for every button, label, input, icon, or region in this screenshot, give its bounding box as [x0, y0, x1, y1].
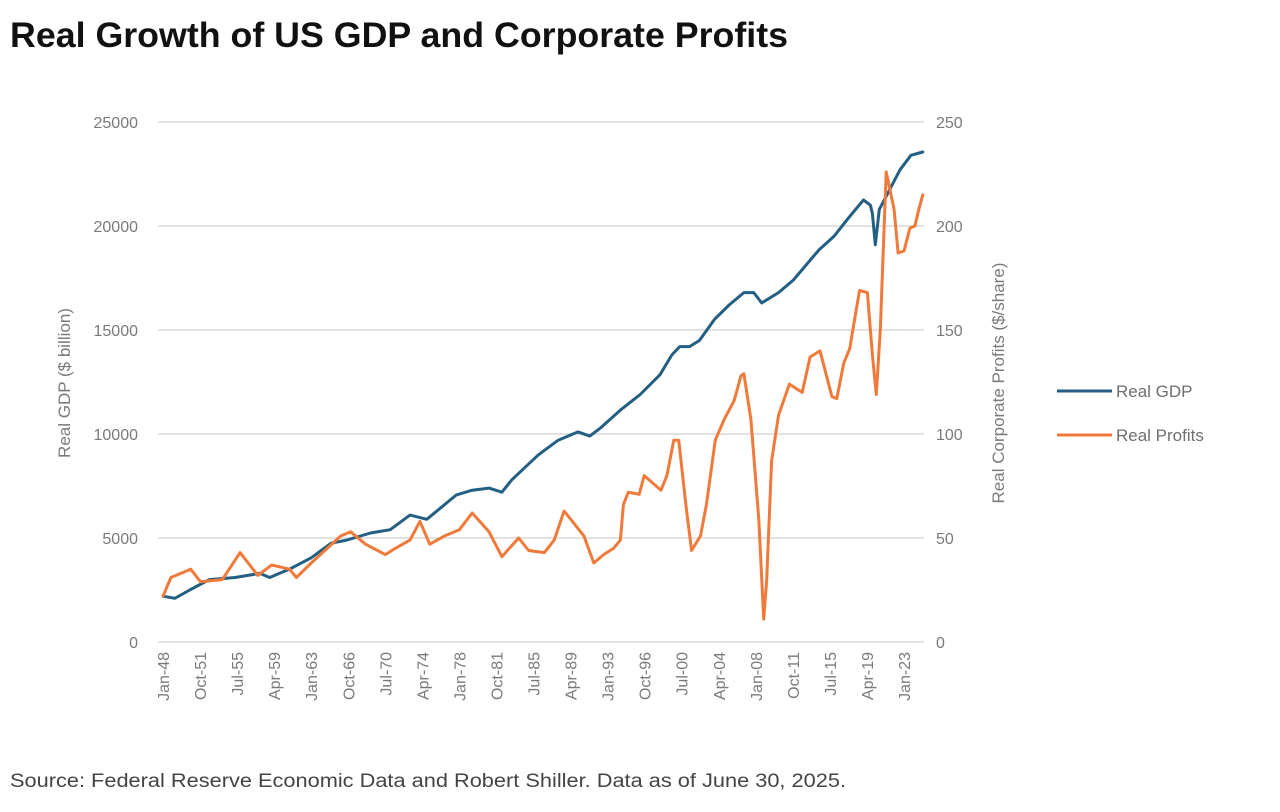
x-tick-label: Jan-08 [749, 652, 766, 701]
x-tick-label: Apr-74 [415, 652, 432, 700]
x-tick-label: Apr-19 [860, 652, 877, 700]
x-tick-label: Jul-85 [527, 652, 544, 696]
left-axis-ticks: 0 5000 10000 15000 20000 25000 [94, 115, 139, 652]
right-axis-title: Real Corporate Profits ($/share) [989, 263, 1008, 504]
legend-label-real-profits: Real Profits [1116, 426, 1204, 445]
left-y-tick-label: 0 [129, 635, 138, 652]
legend: Real GDP Real Profits [1057, 382, 1204, 445]
right-axis-ticks: 0 50 100 150 200 250 [936, 115, 963, 652]
left-y-tick-label: 10000 [94, 427, 139, 444]
x-tick-label: Oct-81 [489, 652, 506, 700]
x-tick-label: Oct-66 [341, 652, 358, 700]
series-line-real-profits [161, 170, 925, 621]
right-y-tick-label: 150 [936, 323, 963, 340]
x-axis-ticks: Jan-48 Oct-51 Jul-55 Apr-59 Jan-63 Oct-66 Jul-… [156, 652, 914, 701]
x-tick-label: Jan-63 [304, 652, 321, 701]
source-note: Source: Federal Reserve Economic Data an… [10, 771, 846, 792]
right-y-tick-label: 0 [936, 635, 945, 652]
series-lines [161, 150, 925, 621]
right-y-tick-label: 250 [936, 115, 963, 132]
x-tick-label: Oct-51 [193, 652, 210, 700]
x-tick-label: Oct-11 [786, 652, 803, 699]
left-y-tick-label: 25000 [94, 115, 139, 132]
x-tick-label: Jan-93 [601, 652, 618, 701]
x-tick-label: Jan-48 [156, 652, 173, 701]
x-tick-label: Jan-23 [897, 652, 914, 701]
x-tick-label: Jul-55 [230, 652, 247, 696]
right-y-tick-label: 200 [936, 219, 963, 236]
right-y-tick-label: 100 [936, 427, 963, 444]
left-y-tick-label: 20000 [94, 219, 139, 236]
legend-label-real-gdp: Real GDP [1116, 382, 1193, 401]
series-line-real-gdp [161, 150, 925, 600]
x-tick-label: Apr-89 [564, 652, 581, 700]
right-y-tick-label: 50 [936, 531, 954, 548]
left-y-tick-label: 5000 [102, 531, 138, 548]
gridlines [158, 121, 924, 643]
x-tick-label: Jul-15 [823, 652, 840, 696]
x-tick-label: Jan-78 [452, 652, 469, 701]
left-axis-title: Real GDP ($ billion) [55, 308, 74, 458]
x-tick-label: Jul-70 [378, 652, 395, 696]
left-y-tick-label: 15000 [94, 323, 139, 340]
chart-title: Real Growth of US GDP and Corporate Prof… [10, 16, 788, 55]
x-tick-label: Apr-04 [712, 652, 729, 700]
x-tick-label: Oct-96 [638, 652, 655, 700]
x-tick-label: Apr-59 [267, 652, 284, 700]
x-tick-label: Jul-00 [675, 652, 692, 696]
